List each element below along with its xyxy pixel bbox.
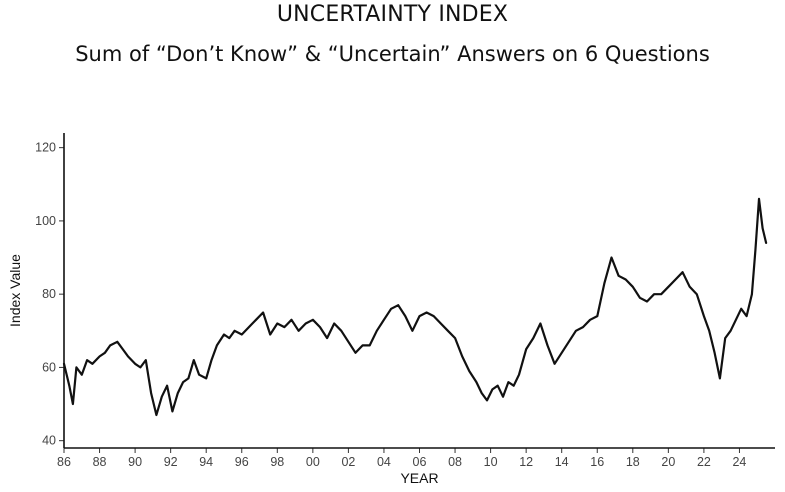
x-tick-label: 14 <box>555 455 569 469</box>
x-tick-label: 00 <box>306 455 320 469</box>
x-tick-label: 10 <box>484 455 498 469</box>
x-tick-label: 02 <box>341 455 355 469</box>
x-tick-label: 92 <box>164 455 178 469</box>
x-tick-label: 20 <box>661 455 675 469</box>
x-tick-label: 88 <box>93 455 107 469</box>
chart-subtitle: Sum of “Don’t Know” & “Uncertain” Answer… <box>75 42 710 66</box>
x-tick-label: 18 <box>626 455 640 469</box>
x-tick-label: 12 <box>519 455 533 469</box>
y-tick-label: 80 <box>42 287 56 301</box>
series-line <box>62 197 768 417</box>
x-tick-label: 98 <box>270 455 284 469</box>
y-axis-ticks: 40 60 80 100 120 <box>35 141 64 448</box>
y-tick-label: 60 <box>42 360 56 374</box>
x-tick-label: 90 <box>128 455 142 469</box>
x-axis-title: YEAR <box>400 470 438 486</box>
x-axis-ticks: 86 88 90 92 94 96 98 00 02 04 06 08 10 12 14 16 18 20 22 24 <box>57 448 746 469</box>
x-tick-label: 04 <box>377 455 391 469</box>
y-axis-title: Index Value <box>7 254 23 327</box>
x-tick-label: 06 <box>413 455 427 469</box>
x-tick-label: 86 <box>57 455 71 469</box>
x-tick-label: 16 <box>590 455 604 469</box>
y-tick-label: 40 <box>42 434 56 448</box>
y-tick-label: 100 <box>35 214 56 228</box>
x-tick-label: 94 <box>199 455 213 469</box>
x-tick-label: 96 <box>235 455 249 469</box>
y-tick-label: 120 <box>35 141 56 155</box>
x-tick-label: 22 <box>697 455 711 469</box>
x-tick-label: 24 <box>732 455 746 469</box>
chart-title: UNCERTAINTY INDEX <box>276 2 509 27</box>
x-tick-label: 08 <box>448 455 462 469</box>
